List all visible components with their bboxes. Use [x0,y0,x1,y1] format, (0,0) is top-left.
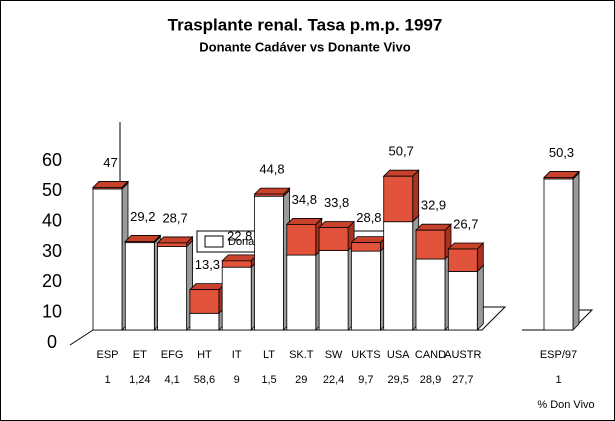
x-tick-label: SK.T [289,349,314,361]
value-label: 47 [103,155,117,170]
value-label: 22,8 [227,228,252,243]
bar-side [572,171,580,331]
x-tick-label: USA [387,349,410,361]
value-label: 50,7 [389,144,414,159]
bar [447,248,478,272]
pct-label: 1,24 [129,374,150,386]
bar [157,246,188,331]
bar [543,178,574,331]
bar [189,289,220,314]
bar-top [318,221,356,228]
pct-label: 29 [295,374,307,386]
pct-label: 27,7 [452,374,473,386]
x-tick-label: HT [197,349,212,361]
bar [318,250,349,331]
pct-label: 1 [104,374,110,386]
bar [254,195,284,331]
value-label: 34,8 [292,192,317,207]
bar [92,188,123,331]
bar-top [221,254,259,262]
pct-label: 58,6 [194,374,215,386]
value-label: 28,7 [162,210,187,225]
bar [383,175,414,223]
x-tick-label: ET [133,349,147,361]
pct-label: 22,4 [323,374,344,386]
x-tick-label: UKTS [351,349,380,361]
x-tick-label: SW [325,349,343,361]
bar-top [382,169,420,177]
y-tick-label: 10 [42,301,62,321]
value-label: 50,3 [549,145,574,160]
bar [124,242,155,331]
bar [543,177,574,180]
x-tick-label: CAND [415,349,446,361]
value-label: 28,8 [356,210,381,225]
pct-label: 1 [555,374,561,386]
bar-top [350,236,388,244]
bar [92,187,123,190]
bar-top [447,242,485,250]
pct-label: 9,7 [358,374,373,386]
bar [286,254,317,331]
y-tick-label: 0 [47,332,57,352]
pct-label: 29,5 [387,374,408,386]
x-tick-label: AUSTR [444,349,481,361]
bar-top [543,171,580,178]
x-tick-label: LT [263,349,275,361]
y-tick-label: 50 [42,180,62,200]
chart-title: Trasplante renal. Tasa p.m.p. 1997 [168,15,443,34]
bar [221,266,252,331]
y-tick-label: 20 [42,271,62,291]
bar-top [156,236,194,244]
pct-label: 1,5 [261,374,276,386]
bar [415,229,446,260]
bar [157,242,188,247]
bar [383,221,414,331]
bar-side [476,264,484,331]
bar [254,193,284,197]
bar-top [124,235,162,242]
y-tick-label: 60 [42,150,62,170]
bar-top [415,223,452,231]
y-tick-label: 40 [42,210,62,230]
bar-top [253,187,291,195]
pct-label: 28,9 [420,374,441,386]
pct-label: 4,1 [164,374,179,386]
bar-top [92,181,129,188]
bar-top [188,283,226,291]
pct-axis-label: % Don Vivo [537,399,594,411]
value-label: 32,9 [421,198,446,213]
x-tick-label: IT [232,349,242,361]
bar [447,271,478,331]
chart-subtitle: Donante Cadáver vs Donante Vivo [199,39,410,54]
bar [221,260,252,268]
bar [350,250,381,331]
value-label: 44,8 [259,162,284,177]
y-tick-label: 30 [42,241,62,261]
x-tick-label: ESP/97 [540,349,577,361]
pct-label: 9 [234,374,240,386]
value-label: 26,7 [453,216,478,231]
bar [189,312,220,331]
bar-side [412,169,420,223]
value-label: 29,2 [130,209,155,224]
x-tick-label: ESP [96,349,118,361]
bar [415,258,446,331]
x-tick-label: EFG [161,349,184,361]
bar [286,224,317,256]
bar-top [285,218,323,225]
bar [350,242,381,252]
bar [124,241,155,244]
bar [318,227,349,251]
legend-swatch [204,235,224,248]
value-label: 33,8 [324,195,349,210]
value-label: 13,3 [195,257,220,272]
